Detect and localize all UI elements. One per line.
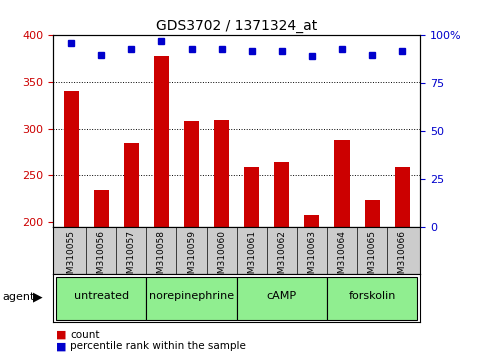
Bar <box>237 277 327 320</box>
Bar <box>334 140 350 354</box>
Text: agent: agent <box>2 292 35 302</box>
Bar <box>395 167 410 354</box>
Bar <box>365 200 380 354</box>
Text: GSM310056: GSM310056 <box>97 230 106 285</box>
Text: GSM310057: GSM310057 <box>127 230 136 285</box>
Bar <box>274 162 289 354</box>
Text: GSM310065: GSM310065 <box>368 230 377 285</box>
Bar <box>64 91 79 354</box>
Bar <box>304 215 319 354</box>
Text: GSM310064: GSM310064 <box>338 230 346 285</box>
Text: GSM310055: GSM310055 <box>67 230 76 285</box>
Bar <box>56 277 146 320</box>
Bar <box>184 121 199 354</box>
Text: percentile rank within the sample: percentile rank within the sample <box>70 341 246 351</box>
Bar <box>244 167 259 354</box>
Text: forskolin: forskolin <box>348 291 396 301</box>
Text: GSM310066: GSM310066 <box>398 230 407 285</box>
Text: ■: ■ <box>56 341 66 351</box>
Text: norepinephrine: norepinephrine <box>149 291 234 301</box>
Bar <box>154 56 169 354</box>
Text: GSM310062: GSM310062 <box>277 230 286 285</box>
Text: GSM310058: GSM310058 <box>157 230 166 285</box>
Text: GSM310061: GSM310061 <box>247 230 256 285</box>
Bar <box>327 277 417 320</box>
Text: GSM310059: GSM310059 <box>187 230 196 285</box>
Bar <box>146 277 237 320</box>
Bar <box>94 190 109 354</box>
Text: cAMP: cAMP <box>267 291 297 301</box>
Text: ■: ■ <box>56 330 66 339</box>
Text: ▶: ▶ <box>33 291 43 304</box>
Text: count: count <box>70 330 99 339</box>
Bar <box>124 143 139 354</box>
Text: untreated: untreated <box>74 291 129 301</box>
Text: GSM310063: GSM310063 <box>307 230 316 285</box>
Bar <box>214 120 229 354</box>
Text: GSM310060: GSM310060 <box>217 230 226 285</box>
Title: GDS3702 / 1371324_at: GDS3702 / 1371324_at <box>156 19 317 33</box>
